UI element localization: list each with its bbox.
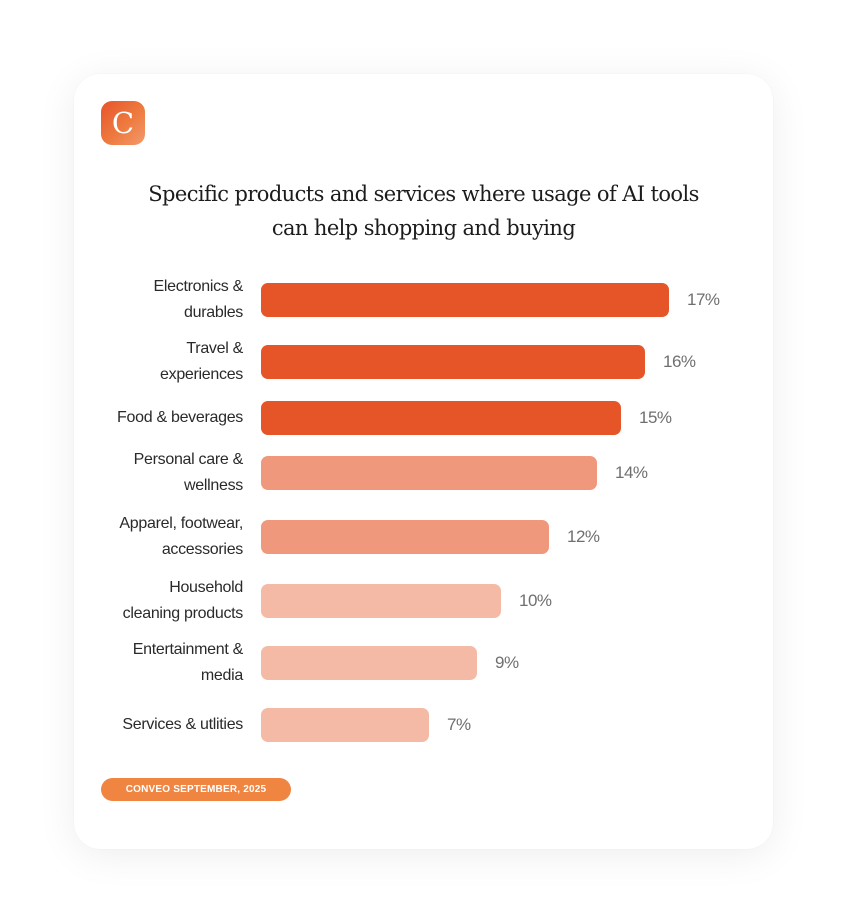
bar-label: Travel & experiences	[160, 340, 243, 383]
bar-value: 9%	[495, 653, 519, 672]
logo-letter: C	[111, 105, 135, 140]
bar-value: 12%	[567, 527, 600, 546]
bar-row: Electronics & durables 17%	[74, 278, 773, 321]
bar-label: Household cleaning products	[122, 579, 244, 622]
source-badge: CONVEO SEPTEMBER, 2025	[101, 778, 291, 801]
bar	[261, 456, 597, 490]
bar-value: 10%	[519, 591, 552, 610]
bar-row: Personal care & wellness 14%	[74, 451, 773, 494]
bar-value: 16%	[663, 352, 696, 371]
conveo-logo-icon: C	[101, 101, 145, 145]
bar	[261, 345, 645, 379]
bar-label: Personal care & wellness	[133, 451, 244, 494]
bar-row: Services & utlities 7%	[74, 708, 773, 742]
bar-label: Electronics & durables	[153, 278, 244, 321]
bar	[261, 708, 429, 742]
bar-row: Travel & experiences 16%	[74, 340, 773, 383]
bar-row: Household cleaning products 10%	[74, 579, 773, 622]
bar-label: Services & utlities	[122, 716, 243, 733]
bar	[261, 520, 549, 554]
bar-row: Apparel, footwear, accessories 12%	[74, 515, 773, 558]
bar-row: Entertainment & media 9%	[74, 641, 773, 684]
bar-value: 17%	[687, 290, 720, 309]
bar-label: Apparel, footwear, accessories	[119, 515, 243, 558]
source-badge-label: CONVEO SEPTEMBER, 2025	[125, 784, 267, 795]
bar	[261, 646, 477, 680]
bar	[261, 584, 501, 618]
bar-label: Entertainment & media	[132, 641, 244, 684]
bar-row: Food & beverages 15%	[74, 401, 773, 435]
chart-title: Specific products and services where usa…	[148, 182, 699, 240]
bar-value: 15%	[639, 408, 672, 427]
chart-card: C Specific products and services where u…	[74, 74, 773, 849]
bar-value: 14%	[615, 463, 648, 482]
bar-label: Food & beverages	[117, 409, 243, 426]
bar	[261, 283, 669, 317]
bar	[261, 401, 621, 435]
bar-value: 7%	[447, 715, 471, 734]
